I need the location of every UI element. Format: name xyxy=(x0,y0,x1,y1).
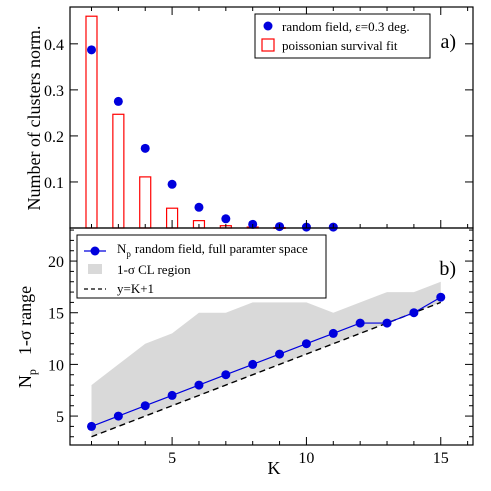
np-point xyxy=(221,370,231,380)
panel-b: 5 10 15 20 5 10 15 b) K Np 1-σ range Np random … xyxy=(15,227,474,478)
legend-label-poissonian-fit: poissonian survival fit xyxy=(282,38,398,53)
y-tick-label: 0.1 xyxy=(44,175,64,192)
np-point xyxy=(140,401,150,411)
y-tick-label: 20 xyxy=(48,254,64,271)
legend-label-dashed: y=K+1 xyxy=(117,281,154,296)
x-tick-label: 5 xyxy=(168,450,176,467)
data-point xyxy=(113,96,123,106)
legend-marker-random-field xyxy=(263,21,273,31)
data-point xyxy=(86,45,96,55)
np-point xyxy=(382,318,392,328)
panel-a-y-axis-label: Number of clusters norm. xyxy=(24,26,44,211)
panel-a: 0.1 0.2 0.3 0.4 a) Number of clusters norm.… xyxy=(24,6,474,232)
panel-b-legend-box xyxy=(76,234,327,299)
np-point xyxy=(355,318,365,328)
panel-b-y-ticks: 5 10 15 20 xyxy=(48,229,473,438)
legend-np-sub: p xyxy=(126,249,131,259)
y-tick-label: 10 xyxy=(48,357,64,374)
np-point xyxy=(275,349,285,359)
legend-np-rest: random field, full paramter space xyxy=(135,241,308,256)
panel-a-legend: random field, ε=0.3 deg. poissonian surv… xyxy=(254,13,431,59)
panel-a-points xyxy=(86,45,338,232)
np-point xyxy=(248,359,258,369)
panel-b-x-axis-label: K xyxy=(268,458,281,478)
panel-b-y-axis-label: Np 1-σ range xyxy=(15,286,39,388)
legend-label-np: Np random field, full paramter space xyxy=(117,241,308,259)
data-point xyxy=(167,179,177,189)
y-label-n: N xyxy=(15,375,35,388)
panel-b-x-ticks: 5 10 15 xyxy=(90,437,469,467)
legend-marker-poissonian-fit xyxy=(261,38,275,52)
np-point xyxy=(86,421,96,431)
np-point xyxy=(194,380,204,390)
x-tick-label: 15 xyxy=(433,450,449,467)
panel-b-legend: Np random field, full paramter space 1-σ … xyxy=(76,234,327,299)
np-point xyxy=(113,411,123,421)
legend-marker-np xyxy=(90,246,100,256)
reference-line xyxy=(91,301,442,438)
fit-bar xyxy=(139,176,152,229)
panel-b-frame xyxy=(69,227,474,446)
y-tick-label: 15 xyxy=(48,306,64,323)
y-tick-label: 0.2 xyxy=(44,129,64,146)
legend-np-n: N xyxy=(117,241,127,256)
legend-label-band: 1-σ CL region xyxy=(117,262,191,277)
np-point xyxy=(328,328,338,338)
y-label-range: 1-σ range xyxy=(15,286,35,355)
panel-a-label: a) xyxy=(440,31,456,53)
svg-text:Np1-σ range: Np 1-σ range xyxy=(15,286,39,388)
data-point xyxy=(140,143,150,153)
panel-a-y-ticks: 0.1 0.2 0.3 0.4 xyxy=(44,7,473,228)
panel-a-legend-box xyxy=(254,13,431,59)
np-point xyxy=(167,390,177,400)
fit-bar xyxy=(112,113,125,229)
np-point xyxy=(301,339,311,349)
panel-b-label: b) xyxy=(439,258,456,280)
y-tick-label: 0.3 xyxy=(44,83,64,100)
np-point xyxy=(436,292,446,302)
panel-b-dashed-line xyxy=(91,301,442,438)
data-point xyxy=(221,214,231,224)
y-tick-label: 0.4 xyxy=(44,37,64,54)
x-tick-label: 10 xyxy=(298,450,314,467)
np-point xyxy=(409,308,419,318)
y-label-sub-p: p xyxy=(25,369,39,375)
legend-label-random-field: random field, ε=0.3 deg. xyxy=(282,19,410,34)
y-tick-label: 5 xyxy=(56,409,64,426)
legend-swatch-band xyxy=(88,264,102,274)
panel-b-line xyxy=(86,292,446,431)
data-point xyxy=(194,202,204,212)
